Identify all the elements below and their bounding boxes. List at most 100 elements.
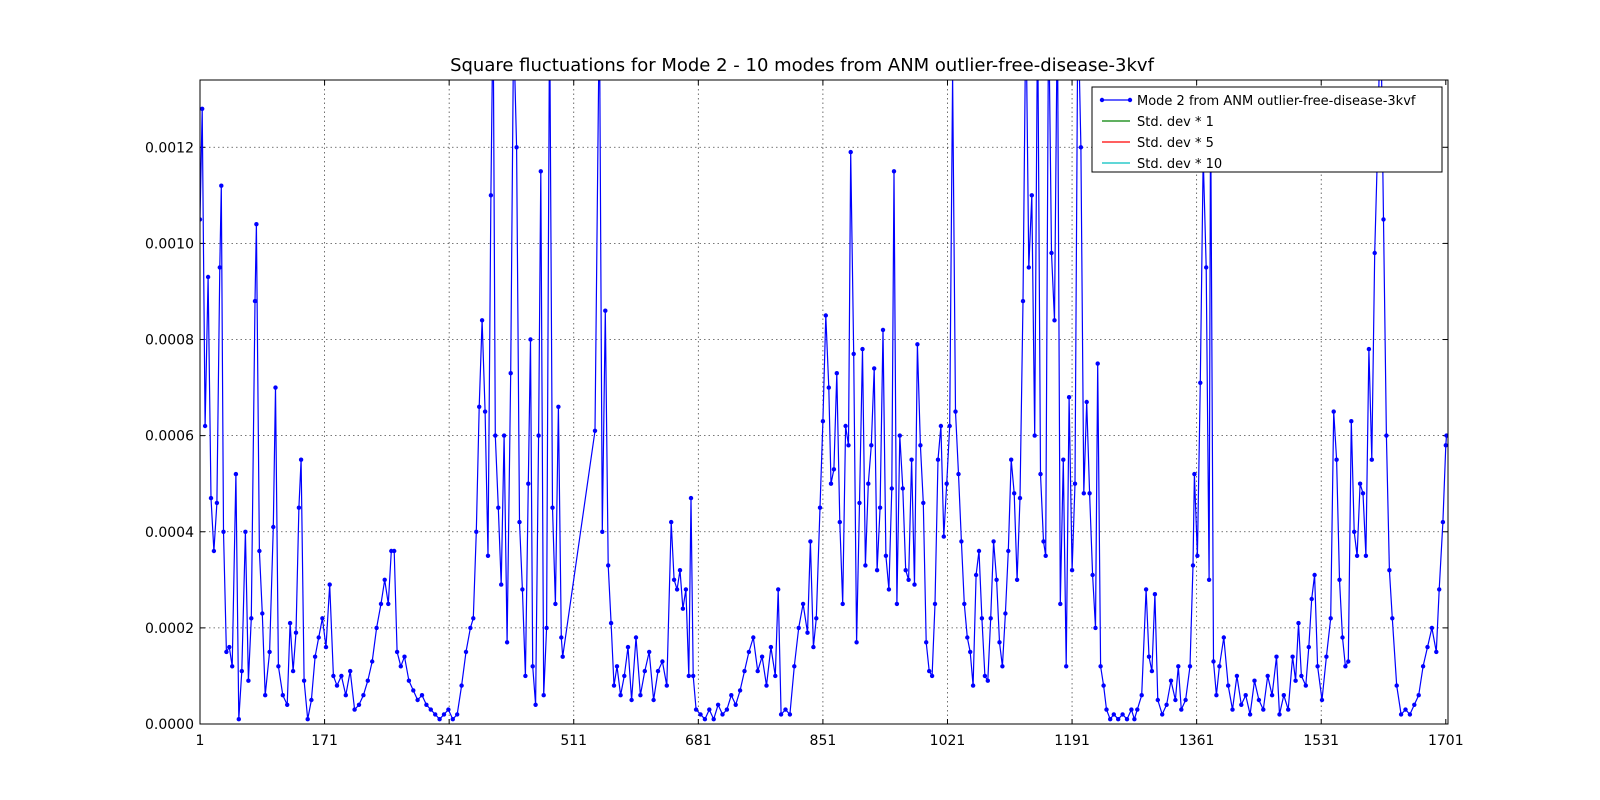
data-point [1357,481,1363,486]
data-point [1173,697,1178,703]
data-point [1306,644,1312,650]
data-point [764,683,769,688]
data-point [491,1,495,5]
data-point [1190,563,1196,568]
y-tick-label: 0.0010 [145,236,194,252]
data-point [1052,318,1057,323]
data-point [424,702,429,707]
x-tick-label: 1701 [1428,733,1464,749]
data-point [386,601,391,607]
data-point [1252,678,1257,683]
data-point [1155,697,1161,703]
data-point [1043,553,1048,558]
data-point [459,683,464,688]
data-point [1331,409,1336,414]
data-point [991,539,996,544]
x-tick-label: 171 [311,733,338,749]
data-point [1281,693,1287,698]
data-point [352,707,357,712]
data-point [1407,712,1413,717]
data-point [361,693,366,698]
x-tick-label: 1531 [1303,733,1339,749]
data-point [233,471,239,477]
data-point [1069,568,1075,573]
data-point [848,149,853,155]
data-point [501,433,507,438]
data-point [1265,673,1270,679]
data-point [374,625,379,631]
y-tick-label: 0.0002 [145,621,194,637]
data-point [886,587,892,592]
axis-ticks: 1 171 341 511 681 851 1021 1191 1361 1531 1701 0.00… [145,80,1464,749]
data-point [647,649,652,655]
data-point [872,366,877,371]
data-point [828,481,834,486]
data-point [1328,616,1333,621]
data-point [1420,664,1426,669]
data-point [834,371,839,376]
data-point [482,409,488,414]
data-point [334,683,340,688]
data-point [691,673,696,679]
data-point [651,697,656,703]
data-point [1444,433,1448,438]
data-point [227,644,232,650]
data-point [1078,145,1084,150]
x-tick-label: 1361 [1179,733,1215,749]
data-point [906,577,911,582]
data-point [698,712,703,717]
data-point [511,25,515,29]
x-tick-label: 341 [436,733,463,749]
data-point [1416,693,1421,698]
data-point [1143,587,1149,592]
data-point [479,318,485,323]
data-point [1309,596,1314,602]
data-point [796,625,801,631]
data-point [252,298,258,304]
data-point [820,419,826,424]
legend: Mode 2 from ANM outlier-free-disease-3kv… [1091,86,1443,173]
data-point [1192,471,1197,477]
data-point [365,678,370,683]
x-tick-label: 681 [685,733,712,749]
data-point [1104,707,1109,712]
data-point [1217,664,1222,669]
data-point [1443,443,1448,448]
data-point [805,630,810,635]
data-point [733,702,738,707]
data-point [953,409,958,414]
data-point [419,693,425,698]
data-point [538,169,543,174]
data-point [959,539,964,544]
data-point [249,616,254,621]
data-point [1076,1,1080,5]
data-point [1095,361,1100,366]
data-point [965,635,970,640]
data-point [729,693,734,698]
data-point [1390,616,1395,621]
data-point [846,443,851,448]
legend-label: Std. dev * 5 [1137,136,1214,151]
data-point [1055,1,1059,5]
data-point [214,500,220,506]
data-point [301,678,307,683]
data-point [1135,707,1140,712]
data-point [526,481,531,486]
data-point [1372,250,1377,256]
grid-lines [200,80,1448,724]
data-point [970,683,976,688]
data-point [200,106,205,112]
data-point [1084,399,1089,405]
legend-swatch-dot [1127,97,1133,103]
data-point [1269,693,1275,698]
data-point [1354,553,1360,558]
data-point [1319,697,1325,703]
data-point [327,582,332,587]
data-point [257,548,262,554]
data-point [1214,693,1219,698]
data-point [474,529,479,534]
data-point [851,351,856,357]
data-point [768,644,774,650]
data-point [688,495,694,501]
data-point [1132,717,1137,722]
